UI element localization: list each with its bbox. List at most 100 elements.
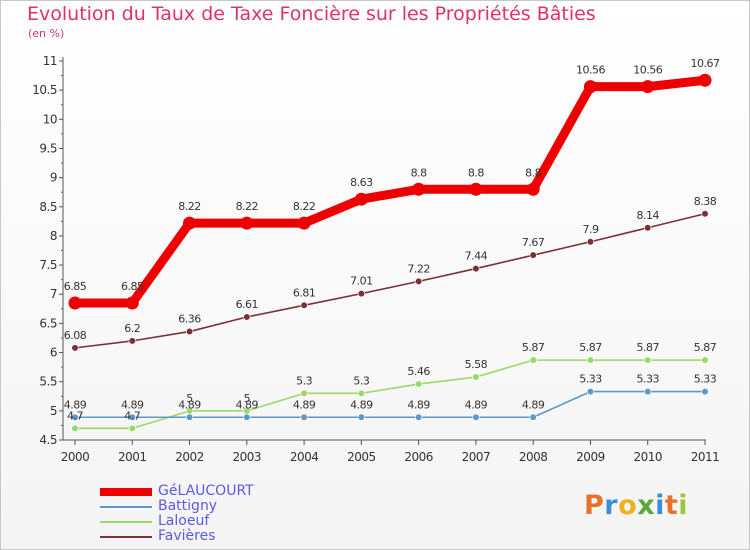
legend-swatch-gelaucourt — [100, 488, 152, 496]
data-label-favieres: 6.61 — [236, 298, 259, 311]
data-label-battigny: 4.89 — [522, 398, 545, 411]
data-label-battigny: 4.89 — [178, 398, 201, 411]
data-label-battigny: 4.89 — [407, 398, 430, 411]
x-tick-label: 2005 — [347, 450, 376, 464]
x-tick-label: 2001 — [118, 450, 147, 464]
logo-letter: o — [618, 490, 638, 521]
data-label-gelaucourt: 8.8 — [468, 166, 484, 179]
y-tick-label: 8.5 — [39, 200, 57, 214]
proxiti-logo: Proxiti — [584, 490, 688, 521]
data-label-laloeuf: 5.87 — [694, 341, 717, 354]
series-line-favieres — [74, 212, 706, 349]
data-label-favieres: 7.22 — [407, 262, 430, 275]
data-point-laloeuf — [415, 380, 423, 388]
data-label-battigny: 4.89 — [64, 398, 87, 411]
data-label-battigny: 4.89 — [350, 398, 373, 411]
data-point-gelaucourt — [698, 73, 712, 87]
x-tick-label: 2010 — [633, 450, 662, 464]
x-tick-label: 2007 — [462, 450, 491, 464]
data-label-laloeuf: 5.87 — [579, 341, 602, 354]
x-tick-label: 2008 — [519, 450, 548, 464]
y-tick-label: 7 — [50, 287, 57, 301]
x-tick-label: 2003 — [233, 450, 262, 464]
y-tick-label: 8 — [50, 229, 57, 243]
data-point-battigny — [300, 413, 308, 421]
x-tick-label: 2000 — [61, 450, 90, 464]
data-label-battigny: 5.33 — [579, 373, 602, 386]
data-label-favieres: 7.9 — [582, 223, 598, 236]
y-tick-label: 4.5 — [39, 433, 57, 447]
data-point-battigny — [472, 413, 480, 421]
y-tick-label: 6.5 — [39, 316, 57, 330]
data-point-battigny — [644, 388, 652, 396]
data-point-gelaucourt — [68, 296, 82, 310]
data-label-battigny: 4.89 — [465, 398, 488, 411]
data-point-gelaucourt — [183, 216, 197, 230]
series-line-laloeuf — [74, 359, 706, 430]
data-point-gelaucourt — [297, 216, 311, 230]
legend-label-battigny: Battigny — [158, 498, 218, 514]
data-point-battigny — [529, 413, 537, 421]
logo-letter: i — [678, 490, 689, 521]
legend-swatch-laloeuf — [100, 521, 152, 523]
data-point-laloeuf — [586, 356, 595, 364]
data-label-gelaucourt: 10.56 — [633, 64, 662, 77]
data-point-favieres — [243, 313, 251, 321]
data-point-favieres — [644, 224, 652, 232]
legend-item-favieres: Favières — [100, 529, 254, 544]
data-point-laloeuf — [701, 356, 709, 364]
x-tick-label: 2009 — [576, 450, 605, 464]
data-label-favieres: 6.36 — [178, 313, 201, 326]
data-point-battigny — [128, 413, 136, 421]
data-point-favieres — [185, 327, 194, 336]
legend-swatch-battigny — [100, 506, 152, 508]
logo-letter: r — [604, 490, 619, 521]
data-label-laloeuf: 5 — [244, 392, 251, 405]
data-label-gelaucourt: 8.22 — [236, 200, 259, 213]
data-point-battigny — [357, 413, 365, 421]
data-point-favieres — [701, 210, 709, 218]
data-point-favieres — [128, 337, 136, 345]
data-point-gelaucourt — [583, 80, 597, 94]
chart-axes: 4.5 5 5.5 6 6.5 7 7.5 8 8.5 9 9.5 10 10.5 11 2000 2001 2… — [32, 54, 719, 464]
data-label-favieres: 8.14 — [636, 209, 659, 222]
chart-title: Evolution du Taux de Taxe Foncière sur l… — [27, 3, 596, 25]
data-label-battigny: 4.89 — [121, 398, 144, 411]
data-label-gelaucourt: 8.63 — [350, 176, 373, 189]
data-label-laloeuf: 5.3 — [296, 374, 312, 387]
data-point-battigny — [243, 413, 251, 421]
data-point-gelaucourt — [240, 216, 254, 230]
x-tick-label: 2002 — [175, 450, 204, 464]
data-label-favieres: 7.44 — [465, 250, 488, 263]
y-tick-label: 5.5 — [39, 375, 57, 389]
data-point-laloeuf — [71, 424, 79, 432]
data-label-laloeuf: 5.87 — [636, 341, 659, 354]
data-point-laloeuf — [529, 356, 537, 364]
data-point-gelaucourt — [469, 182, 483, 196]
legend-item-gelaucourt: GéLAUCOURT — [100, 484, 254, 499]
data-label-laloeuf: 4.7 — [67, 409, 83, 422]
chart-plot-area: 6.08 6.2 6.36 6.61 6.81 7.01 7.22 7.44 7.67 7.9 8.… — [64, 57, 720, 432]
legend-label-gelaucourt: GéLAUCOURT — [158, 483, 254, 499]
data-label-battigny: 4.89 — [293, 398, 316, 411]
data-label-favieres: 6.08 — [64, 329, 87, 342]
data-label-battigny: 4.89 — [236, 398, 259, 411]
series-line-gelaucourt — [70, 75, 710, 308]
data-point-gelaucourt — [526, 182, 540, 196]
data-label-favieres: 8.38 — [694, 195, 717, 208]
data-point-favieres — [586, 238, 595, 246]
data-label-favieres: 6.81 — [293, 286, 316, 299]
series-line-battigny — [74, 390, 706, 419]
data-point-gelaucourt — [641, 80, 655, 94]
y-tick-label: 9 — [50, 171, 57, 185]
data-point-gelaucourt — [354, 192, 368, 206]
data-label-battigny: 5.33 — [694, 373, 717, 386]
data-point-battigny — [185, 413, 194, 421]
data-point-laloeuf — [357, 389, 365, 397]
data-label-gelaucourt: 6.85 — [64, 280, 87, 293]
data-label-gelaucourt: 8.22 — [178, 200, 201, 213]
data-point-favieres — [71, 344, 79, 352]
logo-letter: P — [584, 490, 605, 521]
data-label-battigny: 5.33 — [636, 373, 659, 386]
